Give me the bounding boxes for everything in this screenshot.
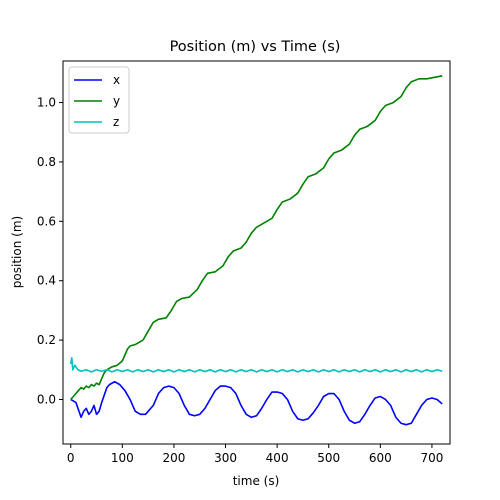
- legend-label-x: x: [113, 73, 120, 87]
- y-tick-label: 0.0: [37, 392, 56, 406]
- legend-label-y: y: [113, 94, 120, 108]
- x-tick-label: 300: [214, 451, 237, 465]
- y-tick-label: 0.2: [37, 333, 56, 347]
- legend-label-z: z: [113, 115, 119, 129]
- y-axis: 0.0 0.2 0.4 0.6 0.8 1.0: [37, 96, 63, 407]
- chart-title: Position (m) vs Time (s): [170, 39, 341, 55]
- x-axis: 0 100 200 300 400 500 600 700: [67, 444, 443, 465]
- x-tick-label: 600: [369, 451, 392, 465]
- x-tick-label: 700: [420, 451, 443, 465]
- y-tick-label: 0.4: [37, 274, 56, 288]
- y-tick-label: 0.8: [37, 155, 56, 169]
- x-tick-label: 500: [317, 451, 340, 465]
- x-axis-label: time (s): [233, 474, 280, 488]
- legend: xyz: [69, 67, 129, 133]
- y-axis-label: position (m): [10, 216, 24, 288]
- x-tick-label: 100: [111, 451, 134, 465]
- y-tick-label: 1.0: [37, 96, 56, 110]
- x-tick-label: 200: [162, 451, 185, 465]
- y-tick-label: 0.6: [37, 214, 56, 228]
- x-tick-label: 0: [67, 451, 75, 465]
- x-tick-label: 400: [266, 451, 289, 465]
